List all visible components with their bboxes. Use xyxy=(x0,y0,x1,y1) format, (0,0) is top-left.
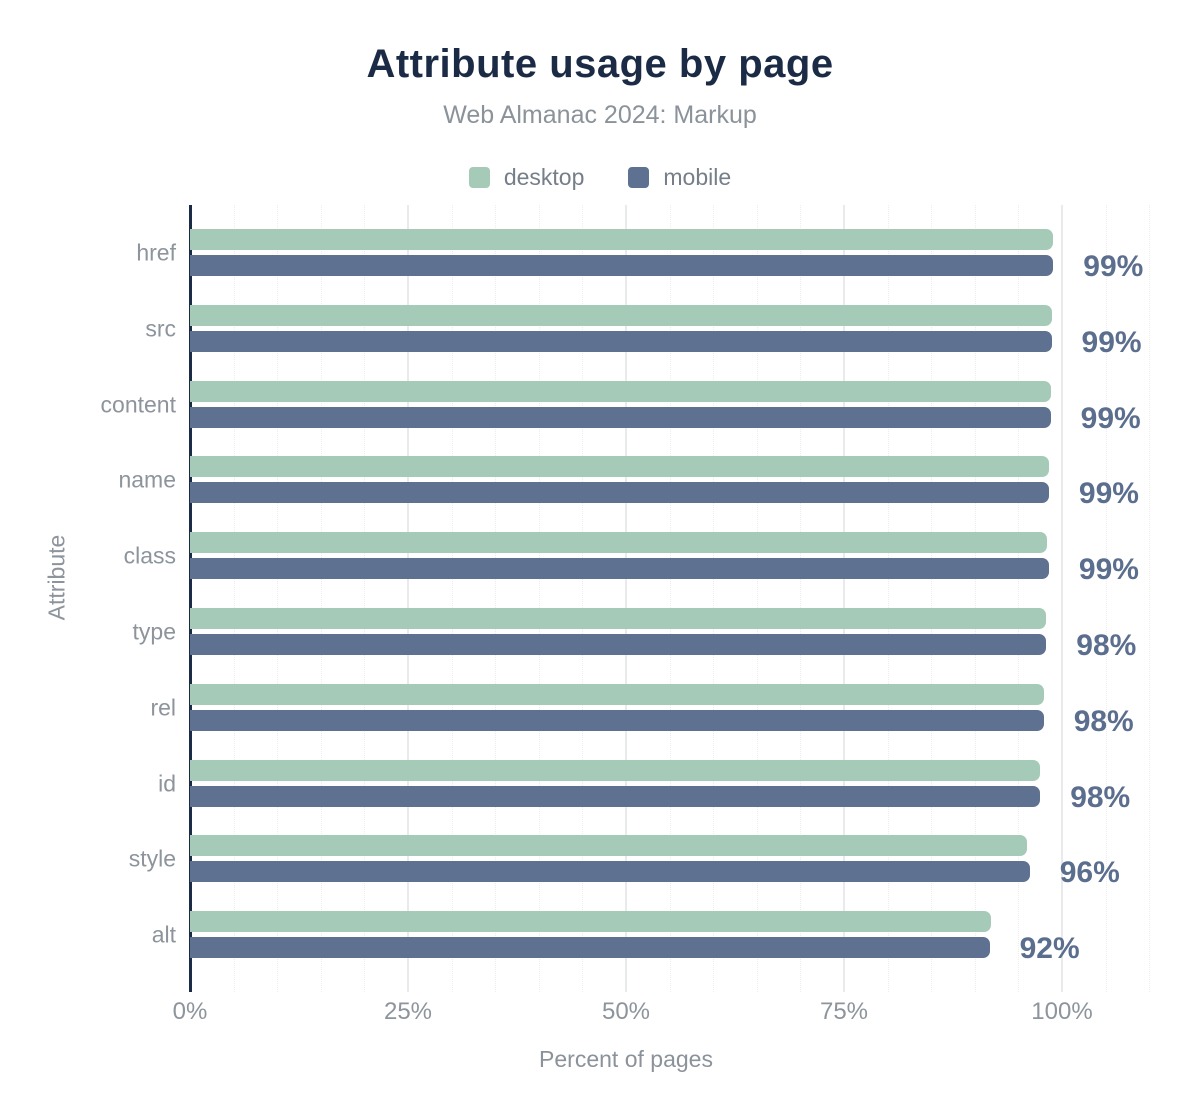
minor-gridline xyxy=(582,205,584,992)
minor-gridline xyxy=(800,205,802,992)
category-label: class xyxy=(123,542,176,569)
bar-row-alt: alt 92% xyxy=(0,897,1200,973)
category-label: src xyxy=(145,315,176,342)
value-label: 99% xyxy=(1081,325,1142,359)
minor-gridline xyxy=(756,205,758,992)
major-gridline xyxy=(1061,205,1063,992)
category-label: alt xyxy=(151,921,176,948)
major-gridline xyxy=(843,205,845,992)
minor-gridline xyxy=(713,205,715,992)
category-label: type xyxy=(132,618,176,645)
category-label: rel xyxy=(150,694,176,721)
x-tick-label: 0% xyxy=(172,998,208,1025)
desktop-bar[interactable] xyxy=(190,683,1044,705)
value-label: 99% xyxy=(1080,401,1141,435)
desktop-bar[interactable] xyxy=(190,380,1051,402)
category-label: id xyxy=(158,770,176,797)
desktop-bar[interactable] xyxy=(190,532,1048,554)
chart-subtitle: Web Almanac 2024: Markup xyxy=(443,101,757,129)
minor-gridline xyxy=(974,205,976,992)
value-label: 98% xyxy=(1076,629,1137,662)
category-label: name xyxy=(118,466,176,493)
desktop-swatch-icon xyxy=(468,167,490,188)
bar-row-id: id 98% xyxy=(0,746,1200,822)
bar-row-rel: rel 98% xyxy=(0,670,1200,746)
bar-row-src: src 99% xyxy=(0,291,1200,367)
minor-gridline xyxy=(495,205,497,992)
desktop-bar[interactable] xyxy=(190,456,1049,478)
category-label: href xyxy=(136,239,176,266)
bar-row-content: content 99% xyxy=(0,367,1200,443)
minor-gridline xyxy=(669,205,671,992)
mobile-bar[interactable] xyxy=(190,937,990,959)
mobile-bar[interactable] xyxy=(190,255,1054,276)
mobile-bar[interactable] xyxy=(190,785,1041,807)
minor-gridline xyxy=(1105,205,1107,992)
x-tick-label: 100% xyxy=(1031,998,1093,1025)
x-tick-label: 25% xyxy=(383,998,433,1025)
legend: desktop mobile xyxy=(0,164,1200,191)
x-tick-label: 75% xyxy=(819,998,869,1025)
legend-label-mobile: mobile xyxy=(663,164,732,190)
y-axis-title: Attribute xyxy=(43,534,70,621)
bar-row-href: href 99% xyxy=(0,215,1200,291)
category-label: content xyxy=(100,391,176,418)
minor-gridline xyxy=(233,205,235,992)
bar-row-class: class 99% xyxy=(0,518,1200,594)
mobile-bar[interactable] xyxy=(190,330,1052,352)
value-label: 99% xyxy=(1083,250,1144,283)
value-label: 96% xyxy=(1059,856,1120,890)
minor-gridline xyxy=(931,205,933,992)
desktop-bar[interactable] xyxy=(190,759,1041,781)
legend-item-mobile[interactable]: mobile xyxy=(628,164,731,191)
x-axis-title: Percent of pages xyxy=(539,1046,713,1072)
desktop-bar[interactable] xyxy=(190,304,1052,326)
mobile-swatch-icon xyxy=(628,167,650,188)
mobile-bar[interactable] xyxy=(190,482,1049,504)
bar-row-name: name 99% xyxy=(0,442,1200,518)
value-label: 98% xyxy=(1073,704,1134,738)
major-gridline xyxy=(625,205,627,992)
major-gridline xyxy=(407,205,409,992)
x-axis-ticks: 0% 25% 50% 75% 100% xyxy=(0,998,1200,1028)
minor-gridline xyxy=(538,205,540,992)
minor-gridline xyxy=(451,205,453,992)
value-label: 98% xyxy=(1070,780,1131,814)
mobile-bar[interactable] xyxy=(190,709,1044,731)
legend-item-desktop[interactable]: desktop xyxy=(468,164,585,191)
minor-gridline xyxy=(364,205,366,992)
desktop-bar[interactable] xyxy=(190,911,992,933)
plot-area: href 99% src 99% content 99% name 99% class 99% ty… xyxy=(0,205,1200,992)
value-label: 99% xyxy=(1078,553,1139,587)
mobile-bar[interactable] xyxy=(190,558,1049,580)
minor-gridline xyxy=(1149,205,1151,992)
minor-gridline xyxy=(887,205,889,992)
legend-label-desktop: desktop xyxy=(503,164,585,190)
value-label: 99% xyxy=(1078,477,1139,511)
desktop-bar[interactable] xyxy=(190,835,1028,857)
y-axis-line xyxy=(189,205,192,992)
chart-title: Attribute usage by page xyxy=(366,42,834,86)
minor-gridline xyxy=(320,205,322,992)
gridlines xyxy=(190,205,1190,992)
mobile-bar[interactable] xyxy=(190,406,1051,428)
desktop-bar[interactable] xyxy=(190,229,1054,250)
mobile-bar[interactable] xyxy=(190,634,1047,655)
bar-row-type: type 98% xyxy=(0,594,1200,670)
minor-gridline xyxy=(277,205,279,992)
value-label: 92% xyxy=(1019,932,1080,966)
category-label: style xyxy=(128,845,176,872)
x-tick-label: 50% xyxy=(601,998,651,1025)
minor-gridline xyxy=(1018,205,1020,992)
mobile-bar[interactable] xyxy=(190,861,1030,883)
desktop-bar[interactable] xyxy=(190,608,1047,629)
bar-row-style: style 96% xyxy=(0,821,1200,897)
